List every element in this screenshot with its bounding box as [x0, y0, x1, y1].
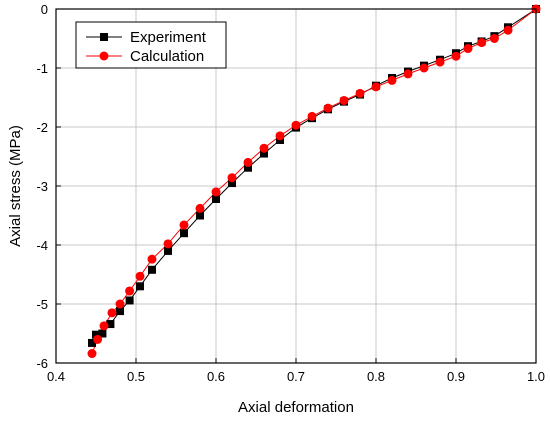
x-tick-label: 0.5: [127, 369, 145, 384]
data-point-calculation: [93, 334, 103, 344]
data-point-calculation: [477, 38, 487, 48]
data-point-experiment: [148, 265, 156, 274]
x-axis-title: Axial deformation: [238, 399, 354, 416]
data-point-calculation: [243, 157, 253, 167]
data-point-experiment: [180, 229, 188, 238]
data-point-calculation: [307, 111, 317, 121]
data-point-experiment: [260, 149, 268, 158]
data-point-calculation: [403, 69, 413, 79]
y-tick-label: -4: [36, 238, 48, 253]
data-point-calculation: [371, 82, 381, 92]
data-point-calculation: [179, 220, 189, 230]
data-point-calculation: [125, 286, 135, 296]
data-point-experiment: [212, 194, 220, 203]
data-point-calculation: [387, 75, 397, 85]
data-point-experiment: [92, 330, 100, 339]
data-point-calculation: [339, 95, 349, 105]
y-tick-label: -2: [36, 120, 48, 135]
data-point-experiment: [244, 163, 252, 172]
data-point-calculation: [115, 299, 125, 309]
x-tick-label: 0.4: [47, 369, 65, 384]
y-tick-label: -5: [36, 297, 48, 312]
markers: [87, 4, 541, 359]
data-point-calculation: [107, 308, 117, 318]
legend-marker-experiment: [100, 33, 108, 41]
data-point-calculation: [355, 88, 365, 98]
data-point-experiment: [88, 338, 96, 347]
ticks: [55, 8, 537, 364]
data-point-experiment: [106, 320, 115, 329]
data-point-calculation: [275, 131, 285, 141]
legend: Experiment Calculation: [75, 21, 227, 69]
data-point-calculation: [451, 51, 461, 61]
data-point-calculation: [135, 271, 145, 281]
legend-marker-calculation: [99, 51, 109, 61]
data-point-calculation: [147, 254, 157, 264]
data-point-calculation: [419, 63, 429, 73]
data-point-experiment: [98, 329, 107, 338]
data-point-calculation: [211, 187, 221, 197]
data-point-calculation: [195, 203, 205, 213]
data-point-calculation: [489, 34, 499, 43]
x-tick-label: 1.0: [527, 369, 545, 384]
data-point-experiment: [164, 246, 172, 255]
legend-box: [75, 21, 227, 69]
data-point-calculation: [227, 173, 237, 183]
data-point-calculation: [291, 120, 301, 130]
y-tick-label: 0: [41, 2, 48, 17]
data-point-calculation: [99, 321, 109, 331]
x-tick-label: 0.9: [447, 369, 465, 384]
x-tick-label: 0.6: [207, 369, 225, 384]
y-axis-title: Axial stress (MPa): [7, 125, 24, 247]
x-tick-label: 0.7: [287, 369, 305, 384]
y-tick-label: -6: [36, 356, 48, 371]
data-point-experiment: [228, 179, 236, 188]
data-point-calculation: [503, 25, 513, 35]
y-tick-label: -1: [36, 61, 48, 76]
x-tick-label: 0.8: [367, 369, 385, 384]
tick-labels: 0.4 0.5 0.6 0.7 0.8 0.9 1.0 0 -1 -2 -3 -4 -5 -6: [36, 2, 545, 384]
data-point-calculation: [435, 57, 445, 67]
y-tick-label: -3: [36, 179, 48, 194]
data-point-calculation: [259, 143, 269, 153]
data-point-calculation: [463, 44, 473, 54]
data-point-experiment: [125, 296, 134, 305]
data-point-experiment: [196, 211, 204, 220]
data-point-calculation: [163, 239, 173, 249]
data-point-experiment: [136, 282, 144, 291]
legend-label-experiment: Experiment: [130, 29, 207, 46]
legend-label-calculation: Calculation: [130, 48, 204, 65]
data-point-calculation: [87, 349, 97, 359]
data-point-experiment: [116, 307, 124, 316]
data-point-calculation: [323, 103, 333, 113]
